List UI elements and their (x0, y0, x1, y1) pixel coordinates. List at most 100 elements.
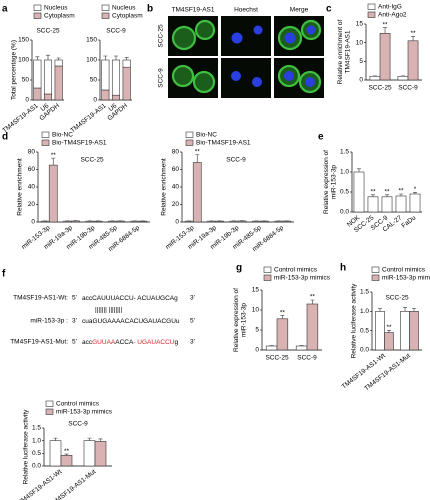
bar (116, 220, 125, 223)
sequence-end: 3' (72, 318, 77, 325)
x-tick-label: TM4SF19-AS1 (69, 102, 107, 134)
y-axis-label: Relative enrichment of (337, 19, 344, 84)
error-bar (114, 55, 118, 60)
y-tick-label: 0.0 (360, 347, 369, 354)
y-tick-label: 5 (359, 58, 363, 65)
legend-swatch (185, 131, 194, 138)
y-tick-label: 1.5 (360, 289, 369, 296)
sequence-segment: g (174, 339, 178, 346)
legend-label: Anti-IgG (378, 4, 402, 11)
bar (367, 196, 379, 213)
bar (237, 220, 247, 223)
significance: ** (195, 148, 201, 155)
bar (229, 220, 239, 223)
sequence: accCAUUUACCU- ACUAUGCAg (82, 295, 178, 302)
legend-label: Control mimics (382, 267, 426, 274)
nucleus (284, 71, 294, 81)
legend-swatch (263, 274, 272, 281)
legend-swatch (41, 139, 50, 146)
significance: ** (64, 448, 70, 455)
y-tick-label: 0 (175, 219, 179, 226)
sequence-end: 5' (190, 318, 195, 325)
column-header: TM4SF19-AS1 (172, 7, 215, 14)
bar (130, 220, 140, 223)
bar (40, 220, 50, 223)
error-bar (103, 55, 108, 60)
bar (108, 220, 117, 223)
x-tick-label: TM4SF19-AS1-Mut (363, 352, 412, 392)
error-bar (371, 194, 375, 197)
bar-segment (122, 66, 131, 101)
bar-segment (33, 87, 42, 101)
sequence-name: TM4SF19-AS1-Wt: (13, 295, 68, 302)
nucleus (305, 77, 315, 87)
y-tick-label: 150 (18, 37, 29, 44)
bar (260, 220, 269, 223)
y-axis-label: Total percentage (%) (11, 40, 18, 100)
x-tick-label: TM4SF19-AS1-Wt (341, 352, 387, 390)
sequence-name: TM4SF19-AS1-Mut: (10, 339, 68, 346)
legend-swatch (33, 12, 42, 19)
y-axis-label: Relative luciferase activity (351, 283, 358, 359)
error-bar (411, 36, 416, 41)
sequence-end: 3' (190, 295, 195, 302)
y-tick-label: 80 (172, 149, 180, 156)
legend-label: Cytoplasm (112, 13, 143, 20)
bar (407, 40, 419, 81)
x-tick-label: SCC-25 (368, 85, 392, 92)
y-tick-label: 1.5 (32, 425, 41, 432)
bar (306, 303, 319, 351)
y-tick-label: 0.5 (340, 189, 349, 196)
bar (397, 75, 409, 81)
x-tick-label: FaDu (400, 214, 417, 230)
bar-segment (43, 93, 53, 101)
error-bar (64, 453, 69, 456)
y-axis-label: miR-153-3p (331, 165, 338, 199)
bar (48, 164, 58, 223)
legend-swatch (101, 12, 110, 19)
nucleus (231, 71, 241, 81)
bar (274, 220, 284, 223)
significance: ** (51, 152, 57, 159)
nucleus (252, 77, 262, 87)
y-tick-label: 0.5 (360, 327, 369, 334)
error-bar (98, 438, 103, 442)
sequence-segment: GUUAA (92, 339, 116, 346)
y-axis-label: Relative enrichment (17, 158, 24, 216)
legend-swatch (101, 4, 110, 11)
error-bar (195, 154, 200, 163)
significance: * (414, 186, 417, 193)
row-label: SCC-25 (158, 24, 165, 48)
significance: ** (370, 189, 376, 196)
panel-label: b (147, 4, 153, 15)
y-tick-label: 0 (31, 219, 35, 226)
y-tick-label: 80 (28, 149, 36, 156)
y-tick-label: 0 (255, 347, 259, 354)
bar (384, 332, 394, 351)
significance: ** (310, 294, 316, 301)
bar (276, 318, 289, 351)
legend-label: Nucleus (112, 5, 136, 12)
y-axis-label: Relative luciferase activity (23, 409, 30, 485)
sequence-end: 5' (72, 339, 77, 346)
error-bar (383, 27, 388, 34)
bar (381, 196, 393, 213)
legend-swatch (263, 266, 272, 273)
pairing: ||||||| |||||||| (95, 307, 122, 314)
legend-swatch (185, 139, 194, 146)
y-tick-label: 0.0 (340, 209, 349, 216)
error-bar (387, 329, 391, 333)
significance: ** (411, 30, 417, 37)
column-header: Merge (290, 7, 309, 14)
x-tick-label: SCC-25 (265, 355, 289, 362)
bar (83, 440, 96, 467)
legend-swatch (45, 400, 54, 407)
cell-membrane (192, 70, 216, 94)
bar-segment (54, 59, 63, 67)
nucleus (253, 25, 263, 35)
y-tick-label: 15 (252, 287, 260, 294)
legend-label: Control mimics (56, 401, 100, 408)
bar (60, 455, 73, 467)
bar-segment (111, 59, 121, 96)
error-bar (399, 193, 403, 196)
